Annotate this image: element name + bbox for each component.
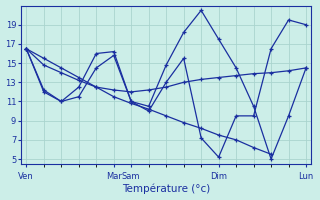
X-axis label: Température (°c): Température (°c) bbox=[122, 184, 210, 194]
